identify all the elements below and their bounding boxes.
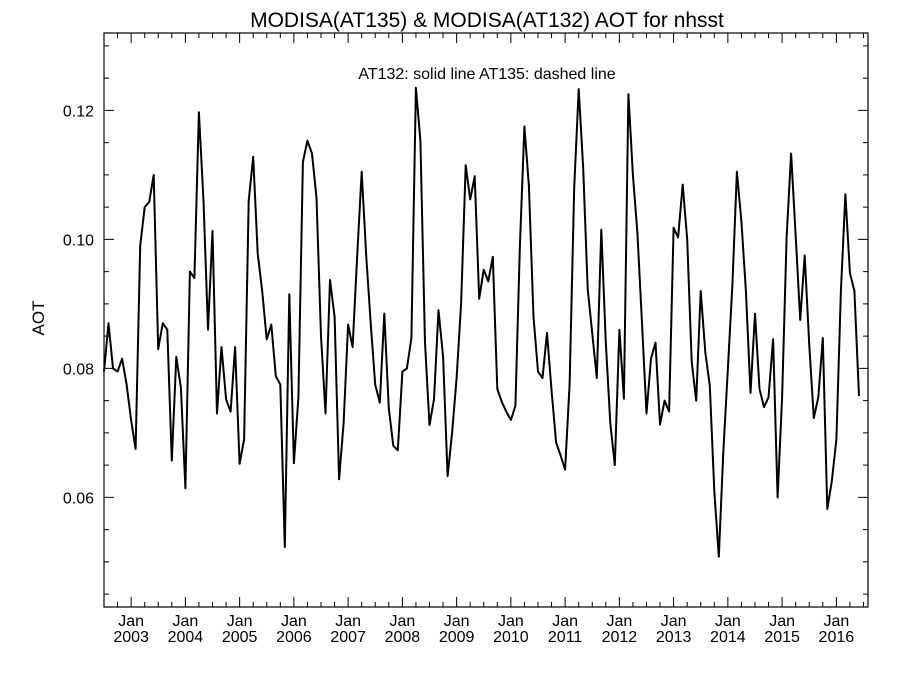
- x-tick-month-label: Jan: [769, 613, 795, 630]
- x-tick-month-label: Jan: [227, 613, 253, 630]
- y-tick-label: 0.12: [63, 103, 94, 120]
- x-tick-month-label: Jan: [118, 613, 144, 630]
- x-tick-month-label: Jan: [715, 613, 741, 630]
- x-tick-year-label: 2013: [656, 629, 692, 646]
- x-tick-year-label: 2003: [113, 629, 149, 646]
- x-tick-month-label: Jan: [335, 613, 361, 630]
- x-tick-month-label: Jan: [389, 613, 415, 630]
- series-layer: [103, 86, 860, 558]
- x-tick-year-label: 2010: [493, 629, 529, 646]
- x-axis-ticks: Jan2003Jan2004Jan2005Jan2006Jan2007Jan20…: [103, 33, 864, 646]
- x-tick-year-label: 2007: [330, 629, 366, 646]
- x-tick-month-label: Jan: [661, 613, 687, 630]
- x-tick-month-label: Jan: [172, 613, 198, 630]
- x-tick-year-label: 2011: [548, 629, 583, 646]
- x-tick-year-label: 2012: [602, 629, 638, 646]
- y-tick-label: 0.08: [63, 361, 94, 378]
- y-axis-ticks: 0.06 0.08 0.10 0.12: [63, 45, 868, 595]
- x-tick-month-label: Jan: [606, 613, 632, 630]
- x-tick-year-label: 2005: [222, 629, 258, 646]
- x-tick-year-label: 2016: [819, 629, 855, 646]
- x-tick-month-label: Jan: [498, 613, 524, 630]
- y-tick-label: 0.10: [63, 232, 94, 249]
- x-tick-month-label: Jan: [552, 613, 578, 630]
- series-line-solid: [103, 86, 860, 558]
- x-tick-year-label: 2009: [439, 629, 475, 646]
- x-tick-year-label: 2006: [276, 629, 312, 646]
- x-tick-year-label: 2014: [710, 629, 746, 646]
- y-axis-label: AOT: [29, 301, 48, 336]
- chart-title: MODISA(AT135) & MODISA(AT132) AOT for nh…: [250, 9, 724, 32]
- x-tick-month-label: Jan: [281, 613, 307, 630]
- x-tick-year-label: 2008: [385, 629, 421, 646]
- x-tick-year-label: 2015: [764, 629, 800, 646]
- x-tick-year-label: 2004: [168, 629, 204, 646]
- x-tick-month-label: Jan: [444, 613, 470, 630]
- series-annotation: AT132: solid line AT135: dashed line: [358, 66, 615, 83]
- y-tick-label: 0.06: [63, 490, 94, 507]
- x-tick-month-label: Jan: [823, 613, 849, 630]
- plot-frame: [103, 32, 869, 608]
